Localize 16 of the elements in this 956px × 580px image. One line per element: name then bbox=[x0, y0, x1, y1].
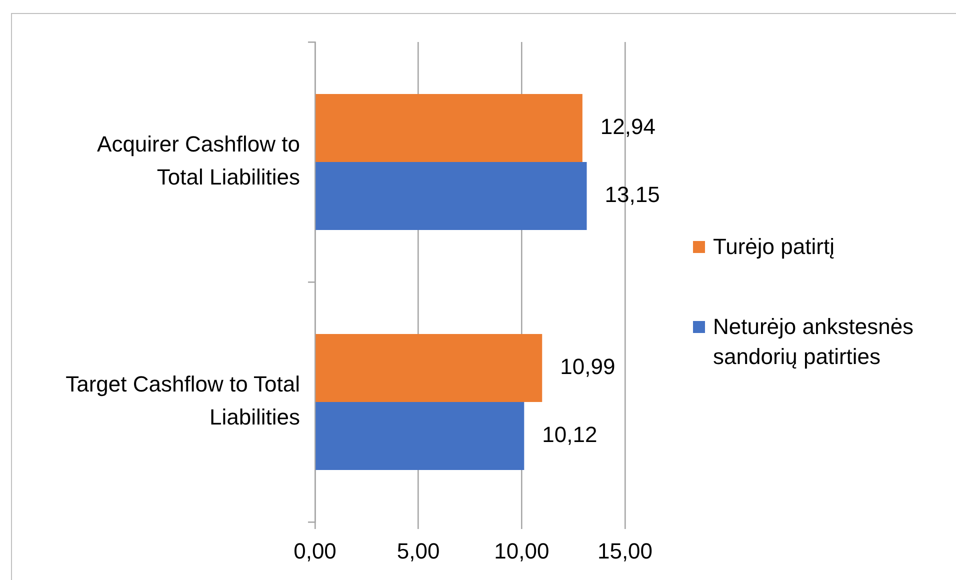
data-label: 10,99 bbox=[560, 354, 616, 380]
y-tick-label: Target Cashflow to Total Liabilities bbox=[66, 372, 300, 430]
legend-label: Turėjo patirtį bbox=[713, 233, 834, 261]
data-label: 13,15 bbox=[604, 182, 660, 208]
x-tick-label: 15,00 bbox=[597, 538, 653, 564]
bar bbox=[316, 162, 587, 230]
bar bbox=[316, 334, 542, 402]
x-tick-label: 10,00 bbox=[494, 538, 550, 564]
legend-label: Neturėjo ankstesnės sandorių patirties bbox=[713, 313, 915, 371]
bar bbox=[316, 94, 582, 162]
data-label: 10,12 bbox=[542, 422, 598, 448]
y-tick-label: Acquirer Cashflow to Total Liabilities bbox=[97, 132, 300, 190]
bar bbox=[316, 402, 524, 470]
data-label: 12,94 bbox=[600, 114, 656, 140]
x-tick-label: 5,00 bbox=[396, 538, 440, 564]
x-tick-label: 0,00 bbox=[294, 538, 336, 564]
